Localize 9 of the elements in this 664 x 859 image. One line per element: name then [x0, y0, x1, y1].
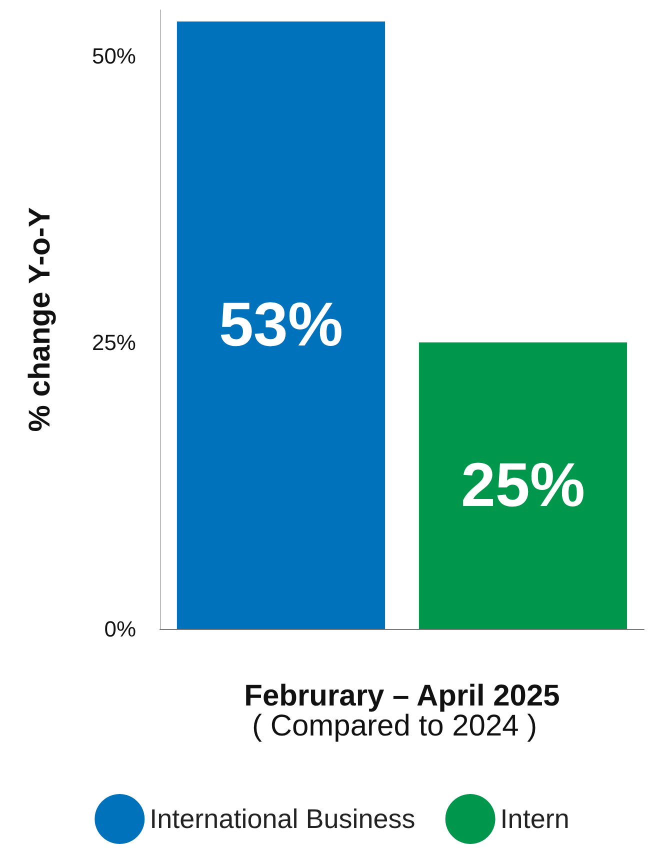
data-label: 53%	[218, 290, 344, 360]
data-label: 25%	[460, 451, 586, 520]
y-axis-title: % change Y-o-Y	[24, 207, 56, 432]
legend-label: Intern	[500, 804, 570, 834]
y-tick-label: 0%	[104, 616, 136, 642]
x-axis-title: Februrary – April 2025	[244, 680, 560, 712]
y-tick-label: 25%	[92, 330, 136, 355]
y-tick-label: 50%	[92, 43, 136, 68]
legend-label: International Business	[150, 804, 416, 834]
